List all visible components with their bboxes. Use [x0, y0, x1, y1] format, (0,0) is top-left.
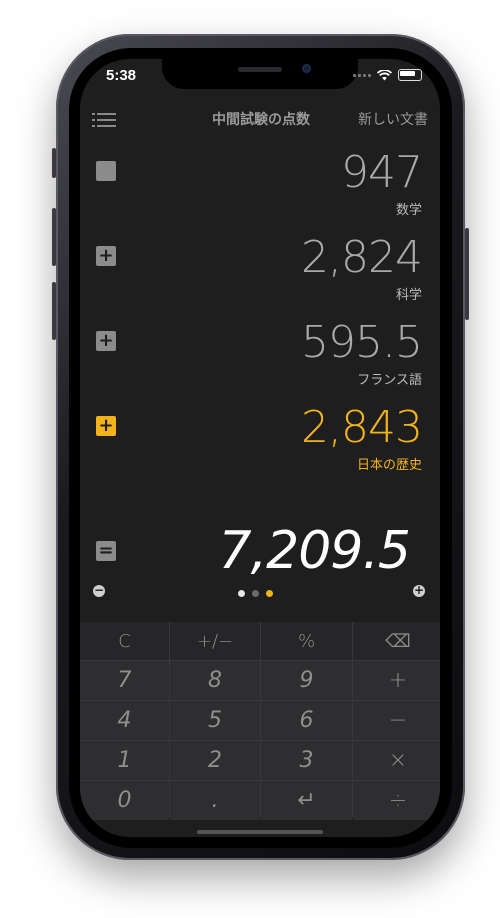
keypad: C +/− % ⌫ 7 8 9 + 4 5 6 − 1 2 3 × 0 . ↵ … [80, 622, 440, 820]
notch [162, 59, 358, 89]
list-menu-icon[interactable] [92, 111, 116, 129]
volume-up-button [52, 208, 56, 266]
entry-label[interactable]: 科学 [395, 288, 422, 303]
operator-box[interactable]: + [96, 246, 116, 266]
page-dot [252, 590, 259, 597]
entry-label[interactable]: フランス語 [357, 373, 422, 388]
key-9[interactable]: 9 [261, 661, 352, 700]
key-4[interactable]: 4 [80, 701, 169, 740]
front-camera [302, 64, 311, 73]
page-indicator[interactable] [238, 590, 273, 597]
power-button [465, 228, 469, 320]
entry-value[interactable]: 595.5 [301, 317, 423, 368]
decimal-key[interactable]: . [170, 781, 260, 820]
entry-value[interactable]: 947 [341, 147, 423, 198]
entry-value[interactable]: 2,843 [301, 402, 423, 453]
status-time: 5:38 [106, 67, 137, 84]
volume-down-button [52, 282, 56, 340]
entry-row[interactable]: 947 数学 [80, 147, 440, 218]
equals-box: = [96, 541, 116, 561]
key-2[interactable]: 2 [170, 741, 260, 780]
app-screen: 5:38 中間試験の点数 新しい文書 947 数学 + 2,824 [80, 59, 440, 837]
sign-toggle-key[interactable]: +/− [170, 622, 260, 660]
signal-icon [353, 73, 371, 77]
backspace-icon[interactable]: ⌫ [353, 622, 440, 660]
battery-icon [398, 69, 422, 81]
speaker-grille [238, 67, 282, 72]
clear-key[interactable]: C [80, 622, 169, 660]
key-1[interactable]: 1 [80, 741, 169, 780]
zoom-out-button[interactable]: − [93, 583, 105, 597]
divide-key[interactable]: ÷ [353, 781, 440, 820]
key-7[interactable]: 7 [80, 661, 169, 700]
operator-box[interactable]: + [96, 331, 116, 351]
entry-value[interactable]: 2,824 [301, 232, 423, 283]
key-8[interactable]: 8 [170, 661, 260, 700]
wifi-icon [377, 69, 392, 80]
entry-label[interactable]: 数学 [395, 203, 422, 218]
operator-box[interactable] [96, 161, 116, 181]
multiply-key[interactable]: × [353, 741, 440, 780]
percent-key[interactable]: % [261, 622, 352, 660]
zoom-in-button[interactable]: + [413, 583, 425, 597]
key-3[interactable]: 3 [261, 741, 352, 780]
entry-row[interactable]: + 2,824 科学 [80, 232, 440, 303]
total-value[interactable]: 7,209.5 [218, 521, 411, 581]
new-document-button[interactable]: 新しい文書 [358, 112, 428, 128]
status-icons [353, 69, 422, 81]
operator-box[interactable]: + [96, 416, 116, 436]
entry-label[interactable]: 日本の歴史 [356, 458, 422, 473]
add-key[interactable]: + [353, 661, 440, 700]
page-dot [238, 590, 245, 597]
page-dot-active [266, 590, 273, 597]
entry-row-active[interactable]: + 2,843 日本の歴史 [80, 402, 440, 473]
key-6[interactable]: 6 [261, 701, 352, 740]
subtract-key[interactable]: − [353, 701, 440, 740]
document-title[interactable]: 中間試験の点数 [212, 112, 310, 128]
mute-switch [52, 148, 56, 178]
entry-row[interactable]: + 595.5 フランス語 [80, 317, 440, 388]
home-indicator[interactable] [197, 830, 323, 834]
return-icon[interactable]: ↵ [261, 781, 352, 820]
top-bar: 中間試験の点数 新しい文書 [80, 107, 440, 133]
key-0[interactable]: 0 [80, 781, 169, 820]
key-5[interactable]: 5 [170, 701, 260, 740]
